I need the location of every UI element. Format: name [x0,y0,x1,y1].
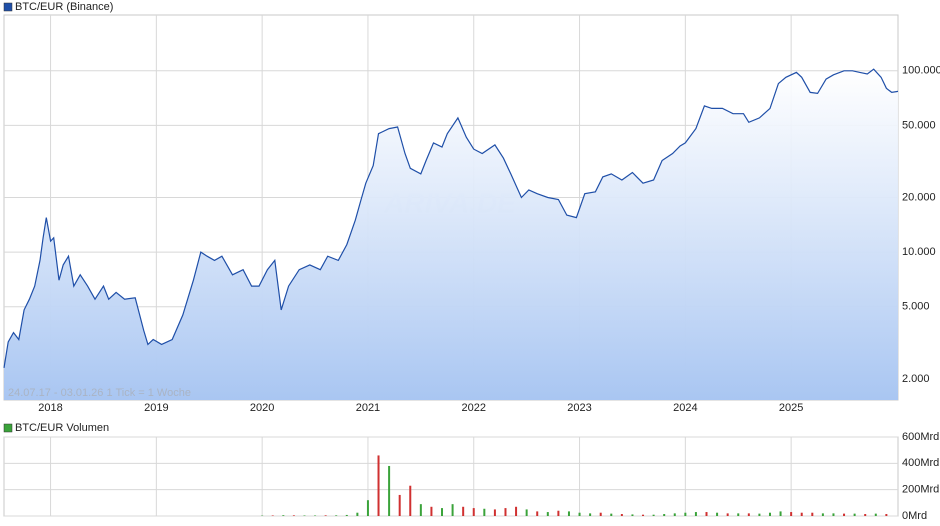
volume-bar [853,513,856,516]
y-tick-label: 2.000 [902,373,930,385]
volume-bar [599,512,602,516]
volume-bar [557,510,560,516]
volume-bar [620,514,623,516]
price-area [4,69,898,400]
volume-bar [546,512,549,516]
volume-bar [832,513,835,516]
volume-bar [673,513,676,516]
y-tick-label: 20.000 [902,191,936,203]
price-line [3,68,899,368]
volume-bar [642,514,645,516]
x-tick-label: 2025 [779,402,803,414]
volume-bar [419,504,422,516]
volume-bar [292,515,295,516]
volume-bar [451,504,454,516]
x-tick-label: 2019 [144,402,168,414]
volume-bar [663,514,666,516]
volume-bar [800,512,803,516]
volume-bar [694,512,697,516]
volume-bar [864,514,867,516]
y-tick-label: 0Mrd [902,510,927,522]
volume-bar [525,509,528,516]
range-annotation: 24.07.17 - 03.01.26 1 Tick = 1 Woche [8,387,191,399]
volume-bar [335,515,338,516]
x-tick-label: 2021 [356,402,380,414]
volume-bar [705,512,708,516]
panel-title: BTC/EUR Volumen [15,422,109,434]
volume-bar [377,455,380,516]
volume-bar [462,506,465,516]
volume-bar [356,512,359,516]
volume-bar [441,508,444,516]
volume-bar [684,512,687,516]
plot-frame [3,436,899,517]
y-tick-label: 200Mrd [902,484,939,496]
volume-bar [779,511,782,516]
volume-bar [483,508,486,516]
y-tick-label: 600Mrd [902,431,939,443]
volume-bar [515,506,518,516]
x-tick-label: 2022 [462,402,486,414]
volume-bar [768,512,771,516]
volume-bar [652,514,655,516]
volume-bar [716,512,719,516]
legend-swatch [3,423,13,433]
y-tick-label: 10.000 [902,246,936,258]
volume-bar [758,513,761,516]
volume-bar [821,513,824,516]
volume-bar [314,515,317,516]
volume-bar [610,513,613,516]
panel-title: BTC/EUR (Binance) [15,1,113,13]
volume-bar [366,500,369,516]
volume-bar [472,508,475,516]
x-tick-label: 2024 [673,402,697,414]
y-tick-label: 400Mrd [902,457,939,469]
volume-bar [843,513,846,516]
volume-bar [726,513,729,516]
volume-bar [631,514,634,516]
volume-bar [282,515,285,516]
volume-bar [885,514,888,516]
volume-bar [398,494,401,516]
volume-bar [589,513,592,516]
volume-bar [493,509,496,516]
volume-bar [747,513,750,516]
volume-bar [504,508,507,516]
volume-bar [388,465,391,516]
volume-bar [324,515,327,516]
volume-bar [409,485,412,516]
volume-bar [536,511,539,516]
volume-bar [430,506,433,516]
volume-bar [737,513,740,516]
volume-bar [271,515,274,516]
x-tick-label: 2023 [567,402,591,414]
y-tick-label: 100.000 [902,65,940,77]
volume-bar [811,512,814,516]
volume-bar [567,511,570,516]
volume-bar [345,514,348,516]
x-tick-label: 2018 [38,402,62,414]
volume-bar [578,512,581,516]
legend-swatch [3,2,13,12]
volume-bar [790,512,793,516]
x-tick-label: 2020 [250,402,274,414]
volume-bar [303,515,306,516]
y-tick-label: 5.000 [902,301,930,313]
volume-bar [874,513,877,516]
y-tick-label: 50.000 [902,119,936,131]
